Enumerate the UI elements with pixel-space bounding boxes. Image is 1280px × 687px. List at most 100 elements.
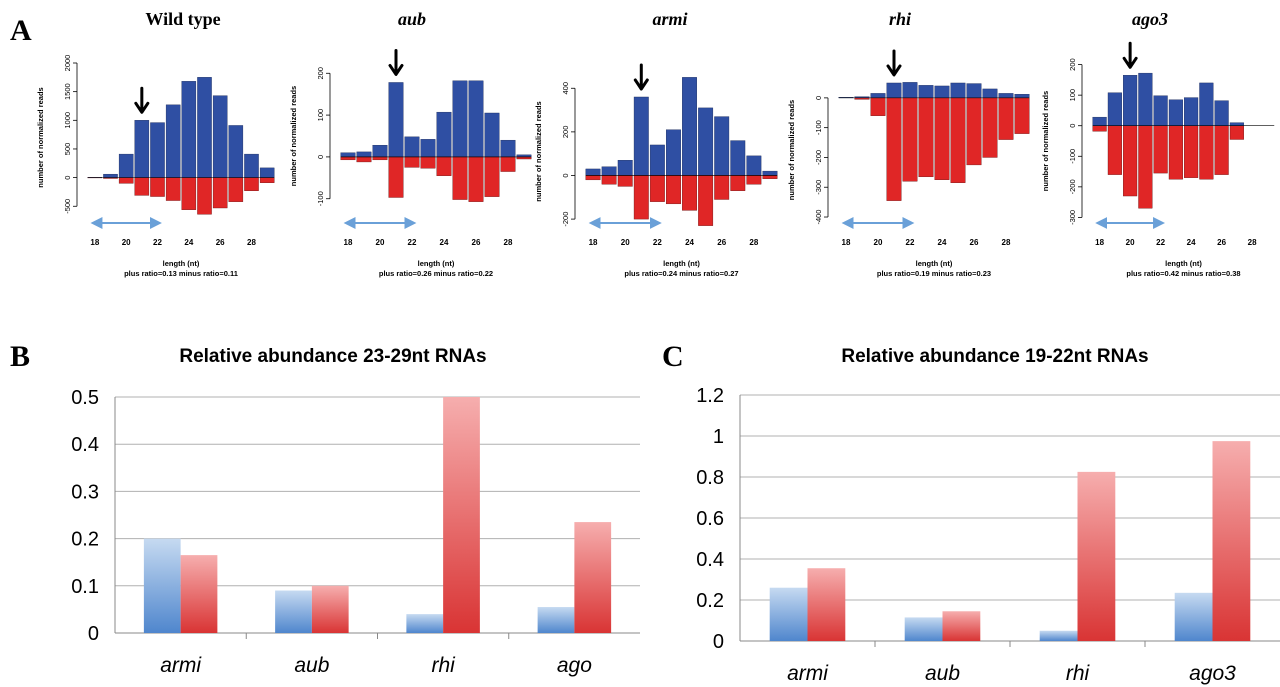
panel-letter-a: A [10, 14, 32, 47]
plus-bar [228, 125, 244, 178]
y-axis-label: number of normalized reads [1041, 91, 1050, 191]
y-tick-label: 400 [561, 82, 570, 95]
y-axis-label: number of normalized reads [289, 86, 298, 186]
y-tick-label: 0.4 [71, 434, 99, 456]
x-tick-label: 20 [874, 238, 883, 247]
minus-bar [165, 177, 181, 201]
minus-bar [617, 175, 633, 187]
plus-bar [1107, 92, 1122, 126]
plus-bar [666, 129, 681, 176]
plus-bar [966, 83, 982, 99]
minus-bar [1138, 125, 1153, 209]
y-tick-label: 1000 [63, 112, 72, 129]
y-tick-label: 0 [713, 631, 724, 653]
x-tick-label: 20 [122, 238, 131, 247]
down-arrow-icon [388, 48, 404, 76]
minus-bar [918, 97, 934, 178]
plus-bar [1214, 100, 1229, 126]
minus-bar [1123, 125, 1138, 197]
y-tick-label: -300 [814, 180, 823, 195]
plus-bar [1138, 72, 1153, 126]
x-tick-label: 22 [153, 238, 162, 247]
y-tick-label: -100 [1068, 149, 1077, 164]
minus-bar [902, 97, 918, 182]
minus-bar [934, 97, 950, 180]
x-tick-label: 22 [408, 238, 417, 247]
x-tick-label: 28 [247, 238, 256, 247]
x-tick-label: 18 [90, 238, 99, 247]
plus-bar [998, 93, 1014, 99]
small-chart-title: Wild type [145, 9, 220, 29]
plus-bar [617, 160, 633, 176]
minus-bar [870, 97, 886, 116]
minus-bar [601, 175, 617, 185]
ratio-text: plus ratio=0.19 minus ratio=0.23 [877, 269, 991, 278]
y-tick-label: 0 [63, 176, 72, 180]
blue-bar [1174, 592, 1213, 641]
red-bar [443, 397, 480, 633]
y-tick-label: 0.6 [696, 508, 724, 530]
category-label: rhi [1066, 662, 1091, 685]
x-tick-label: 26 [970, 238, 979, 247]
plus-bar [714, 116, 730, 176]
plus-bar [436, 111, 452, 158]
y-tick-label: 1500 [63, 83, 72, 100]
minus-bar [950, 97, 966, 183]
plus-bar [730, 140, 746, 176]
plus-bar [103, 173, 118, 178]
ratio-text: plus ratio=0.42 minus ratio=0.38 [1126, 269, 1240, 278]
plus-bar [1199, 82, 1214, 126]
blue-bar [904, 617, 943, 641]
plus-bar [886, 82, 902, 99]
plus-bar [197, 77, 212, 178]
y-tick-label: 0 [814, 96, 823, 100]
y-tick-label: 200 [316, 67, 325, 80]
minus-bar [197, 177, 212, 215]
y-tick-label: 0 [88, 623, 99, 645]
y-axis-label: number of normalized reads [534, 101, 543, 201]
category-label: aub [925, 662, 960, 685]
plus-bar [516, 154, 532, 158]
plus-bar [244, 153, 259, 178]
plus-bar [1229, 122, 1244, 126]
minus-bar [404, 156, 420, 168]
small-chart-title: aub [398, 9, 426, 29]
plus-bar [181, 81, 197, 178]
red-bar [1212, 441, 1251, 641]
plus-bar [698, 107, 714, 176]
x-tick-label: 18 [344, 238, 353, 247]
ratio-text: plus ratio=0.24 minus ratio=0.27 [624, 269, 738, 278]
panel-letter-c: C [662, 340, 684, 373]
y-tick-label: -400 [814, 210, 823, 225]
minus-bar [516, 156, 532, 160]
x-tick-label: 28 [1002, 238, 1011, 247]
plus-bar [420, 139, 436, 158]
y-tick-label: 0.1 [71, 576, 99, 598]
y-tick-label: 200 [561, 126, 570, 139]
x-tick-label: 26 [216, 238, 225, 247]
chart-title: Relative abundance 23-29nt RNAs [179, 346, 486, 367]
ratio-text: plus ratio=0.13 minus ratio=0.11 [124, 269, 238, 278]
minus-bar [118, 177, 134, 184]
y-tick-label: 0 [1068, 124, 1077, 128]
y-tick-label: -100 [814, 120, 823, 135]
x-tick-label: 18 [589, 238, 598, 247]
y-tick-label: 500 [63, 143, 72, 156]
down-arrow-icon [134, 86, 150, 114]
x-tick-label: 18 [1095, 238, 1104, 247]
down-arrow-icon [633, 63, 649, 91]
red-bar [807, 568, 846, 641]
plus-bar [340, 152, 356, 158]
blue-bar [406, 614, 444, 633]
minus-bar [150, 177, 165, 197]
category-label: armi [787, 662, 829, 685]
category-label: rhi [431, 654, 456, 677]
plus-bar [746, 155, 762, 176]
blue-bar [143, 538, 181, 633]
minus-bar [484, 156, 500, 197]
minus-bar [372, 156, 388, 161]
plus-bar [950, 82, 966, 99]
y-tick-label: 100 [316, 109, 325, 122]
x-axis-label: length (nt) [916, 259, 953, 268]
